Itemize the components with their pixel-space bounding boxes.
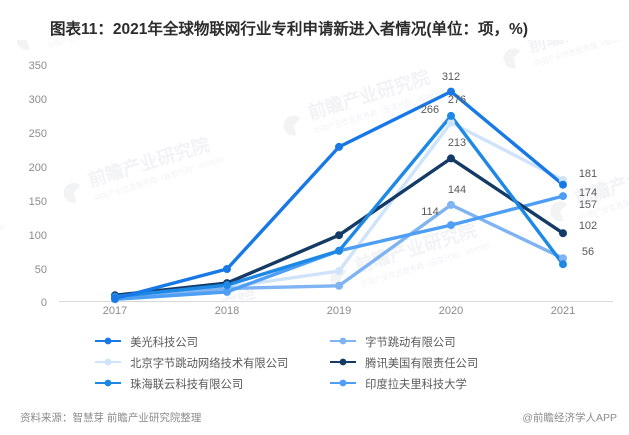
svg-text:144: 144 bbox=[448, 184, 466, 196]
svg-text:350: 350 bbox=[29, 60, 47, 72]
svg-text:2019: 2019 bbox=[327, 305, 351, 317]
svg-text:2021: 2021 bbox=[551, 305, 575, 317]
svg-text:2020: 2020 bbox=[439, 305, 463, 317]
svg-text:2017: 2017 bbox=[103, 305, 127, 317]
svg-text:276: 276 bbox=[448, 94, 466, 106]
svg-text:174: 174 bbox=[579, 187, 597, 199]
svg-text:300: 300 bbox=[29, 94, 47, 106]
svg-text:250: 250 bbox=[29, 128, 47, 140]
svg-text:150: 150 bbox=[29, 196, 47, 208]
svg-text:312: 312 bbox=[442, 71, 460, 83]
svg-text:100: 100 bbox=[29, 230, 47, 242]
svg-text:0: 0 bbox=[41, 297, 47, 309]
svg-text:56: 56 bbox=[582, 246, 594, 258]
svg-text:2018: 2018 bbox=[215, 305, 239, 317]
svg-text:50: 50 bbox=[35, 264, 47, 276]
svg-text:181: 181 bbox=[579, 168, 597, 180]
svg-text:266: 266 bbox=[421, 104, 439, 116]
svg-text:102: 102 bbox=[579, 220, 597, 232]
svg-text:213: 213 bbox=[448, 137, 466, 149]
svg-text:157: 157 bbox=[579, 199, 597, 211]
svg-text:200: 200 bbox=[29, 162, 47, 174]
svg-text:114: 114 bbox=[421, 206, 439, 218]
